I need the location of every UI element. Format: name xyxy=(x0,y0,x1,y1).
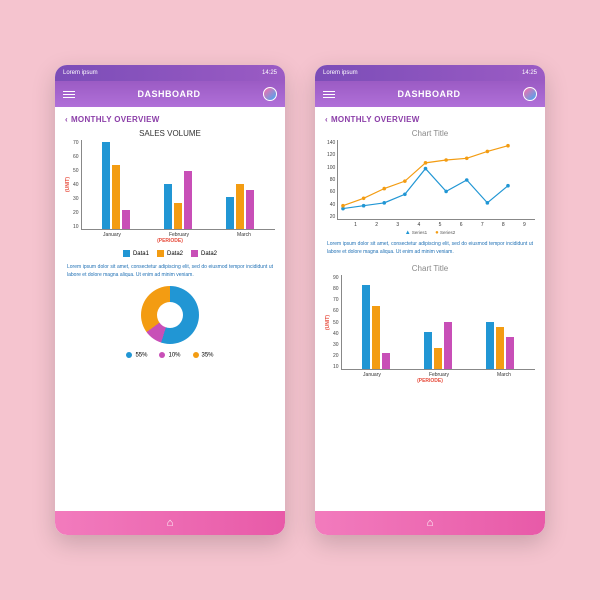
bottom-nav: ⌂ xyxy=(315,511,545,535)
chart-title-2: Chart Title xyxy=(325,264,535,273)
bottom-nav: ⌂ xyxy=(55,511,285,535)
bar-chart-2: (UNIT) 908070605040302010 xyxy=(325,275,535,370)
x-axis-labels: 123456789 xyxy=(325,222,535,228)
bar-plot-area xyxy=(81,140,275,230)
back-icon[interactable]: ‹ xyxy=(65,115,68,124)
app-header: DASHBOARD xyxy=(55,81,285,107)
avatar[interactable] xyxy=(263,87,277,101)
donut-chart xyxy=(65,286,275,344)
home-icon[interactable]: ⌂ xyxy=(167,517,174,529)
donut-ring xyxy=(141,286,199,344)
status-time: 14:25 xyxy=(522,70,537,76)
carrier-text: Lorem ipsum xyxy=(323,70,358,76)
lorem-text: Lorem ipsum dolor sit amet, consectetur … xyxy=(67,264,273,279)
donut-legend: 55%10%35% xyxy=(65,352,275,359)
y-axis-label: (UNIT) xyxy=(65,140,71,230)
status-bar: Lorem ipsum 14:25 xyxy=(315,65,545,81)
section-title-text: MONTHLY OVERVIEW xyxy=(71,115,160,124)
section-title-text: MONTHLY OVERVIEW xyxy=(331,115,420,124)
phone-left: Lorem ipsum 14:25 DASHBOARD ‹ MONTHLY OV… xyxy=(55,65,285,535)
carrier-text: Lorem ipsum xyxy=(63,70,98,76)
periode-label: (PERIODE) xyxy=(325,378,535,384)
home-icon[interactable]: ⌂ xyxy=(427,517,434,529)
y-axis-ticks: 70605040302010 xyxy=(71,140,81,230)
line-chart-title: Chart Title xyxy=(325,129,535,138)
y-axis-label: (UNIT) xyxy=(325,275,331,370)
avatar[interactable] xyxy=(523,87,537,101)
status-time: 14:25 xyxy=(262,70,277,76)
content-area: ‹ MONTHLY OVERVIEW SALES VOLUME (UNIT) 7… xyxy=(55,107,285,511)
bar-plot-area xyxy=(341,275,535,370)
y-axis-ticks: 908070605040302010 xyxy=(331,275,341,370)
section-title: ‹ MONTHLY OVERVIEW xyxy=(325,115,535,124)
chart-title: SALES VOLUME xyxy=(65,129,275,138)
bar-chart-1: (UNIT) 70605040302010 xyxy=(65,140,275,230)
header-title: DASHBOARD xyxy=(398,89,461,99)
phone-right: Lorem ipsum 14:25 DASHBOARD ‹ MONTHLY OV… xyxy=(315,65,545,535)
line-chart: 14012010080604020 xyxy=(325,140,535,220)
chart-legend: Data1Data2Data2 xyxy=(65,250,275,257)
menu-icon[interactable] xyxy=(323,91,335,98)
section-title: ‹ MONTHLY OVERVIEW xyxy=(65,115,275,124)
line-plot-area xyxy=(337,140,535,220)
app-header: DASHBOARD xyxy=(315,81,545,107)
menu-icon[interactable] xyxy=(63,91,75,98)
content-area: ‹ MONTHLY OVERVIEW Chart Title 140120100… xyxy=(315,107,545,511)
y-axis-ticks: 14012010080604020 xyxy=(325,140,337,220)
periode-label: (PERIODE) xyxy=(65,238,275,244)
line-legend: ▲ Series1● Series2 xyxy=(325,230,535,236)
status-bar: Lorem ipsum 14:25 xyxy=(55,65,285,81)
back-icon[interactable]: ‹ xyxy=(325,115,328,124)
header-title: DASHBOARD xyxy=(138,89,201,99)
lorem-text: Lorem ipsum dolor sit amet, consectetur … xyxy=(327,241,533,256)
